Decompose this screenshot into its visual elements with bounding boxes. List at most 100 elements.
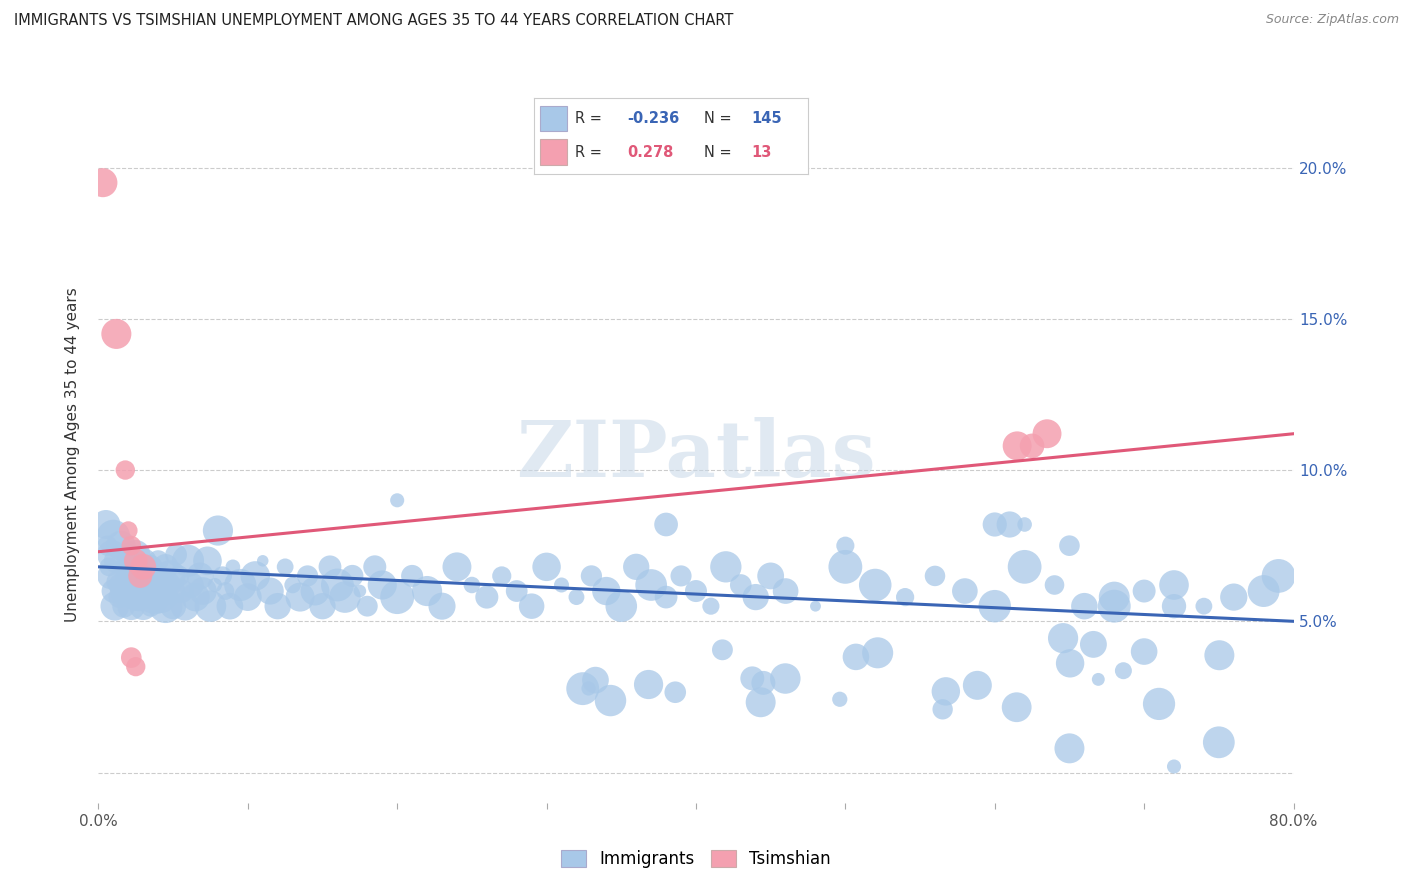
- Point: [236, 590, 259, 604]
- Point: [364, 559, 387, 574]
- Text: Source: ZipAtlas.com: Source: ZipAtlas.com: [1265, 13, 1399, 27]
- Point: [446, 559, 468, 574]
- Point: [125, 554, 148, 568]
- Point: [91, 176, 114, 190]
- Point: [371, 578, 394, 592]
- FancyBboxPatch shape: [540, 106, 567, 131]
- Point: [110, 539, 132, 553]
- Legend: Immigrants, Tsimshian: Immigrants, Tsimshian: [554, 843, 838, 874]
- Point: [752, 676, 775, 690]
- Point: [385, 493, 409, 508]
- Point: [749, 695, 772, 709]
- Text: N =: N =: [704, 145, 737, 161]
- Point: [121, 578, 143, 592]
- Point: [1163, 599, 1185, 614]
- Point: [311, 599, 333, 614]
- Point: [134, 554, 156, 568]
- Text: R =: R =: [575, 145, 607, 161]
- Point: [401, 569, 423, 583]
- Point: [935, 684, 957, 698]
- Point: [1192, 599, 1215, 614]
- Point: [475, 590, 498, 604]
- Point: [669, 569, 692, 583]
- Point: [148, 599, 170, 614]
- Point: [745, 590, 768, 604]
- Text: 145: 145: [751, 112, 782, 126]
- Point: [595, 584, 617, 599]
- Point: [685, 584, 707, 599]
- Point: [759, 569, 782, 583]
- Point: [1043, 578, 1066, 592]
- Point: [180, 578, 202, 592]
- Point: [1059, 539, 1081, 553]
- Point: [491, 569, 513, 583]
- Point: [259, 584, 281, 599]
- Point: [245, 569, 267, 583]
- Point: [252, 554, 274, 568]
- Point: [96, 539, 118, 553]
- Point: [149, 578, 172, 592]
- Point: [104, 599, 127, 614]
- Point: [430, 599, 453, 614]
- Point: [714, 559, 737, 574]
- FancyBboxPatch shape: [540, 139, 567, 165]
- Point: [711, 642, 734, 657]
- Text: ZIPatlas: ZIPatlas: [516, 417, 876, 493]
- Point: [834, 559, 856, 574]
- Point: [132, 578, 155, 592]
- Point: [1133, 644, 1156, 658]
- Point: [200, 599, 222, 614]
- Point: [155, 559, 177, 574]
- Point: [165, 548, 187, 562]
- Point: [141, 578, 163, 592]
- Point: [174, 599, 197, 614]
- Point: [222, 559, 245, 574]
- Point: [966, 678, 988, 692]
- Point: [1059, 741, 1081, 756]
- Point: [550, 578, 572, 592]
- Point: [1104, 590, 1126, 604]
- Point: [581, 569, 603, 583]
- Point: [1208, 735, 1230, 749]
- Point: [229, 578, 252, 592]
- Point: [152, 572, 174, 586]
- Point: [110, 578, 132, 592]
- Point: [775, 672, 797, 686]
- Point: [326, 578, 349, 592]
- Point: [894, 590, 917, 604]
- Point: [108, 590, 131, 604]
- Point: [136, 569, 159, 583]
- Point: [132, 599, 155, 614]
- Point: [214, 584, 236, 599]
- Point: [520, 599, 543, 614]
- Point: [333, 590, 356, 604]
- Point: [637, 677, 659, 691]
- Point: [1005, 439, 1028, 453]
- Point: [115, 545, 138, 559]
- Point: [506, 584, 529, 599]
- Point: [274, 559, 297, 574]
- Point: [730, 578, 752, 592]
- Point: [1133, 584, 1156, 599]
- Point: [211, 569, 233, 583]
- Point: [148, 554, 170, 568]
- Point: [145, 584, 167, 599]
- Point: [114, 584, 136, 599]
- Point: [984, 599, 1007, 614]
- Point: [128, 593, 150, 607]
- Point: [177, 554, 200, 568]
- Point: [1147, 697, 1170, 711]
- Point: [281, 578, 304, 592]
- Point: [741, 671, 763, 685]
- Point: [159, 569, 181, 583]
- Point: [297, 569, 319, 583]
- Text: R =: R =: [575, 112, 607, 126]
- Y-axis label: Unemployment Among Ages 35 to 44 years: Unemployment Among Ages 35 to 44 years: [65, 287, 80, 623]
- Point: [157, 590, 180, 604]
- Point: [931, 702, 953, 716]
- Point: [114, 463, 136, 477]
- Point: [578, 681, 600, 696]
- Point: [167, 569, 190, 583]
- Point: [155, 599, 177, 614]
- Point: [139, 559, 162, 574]
